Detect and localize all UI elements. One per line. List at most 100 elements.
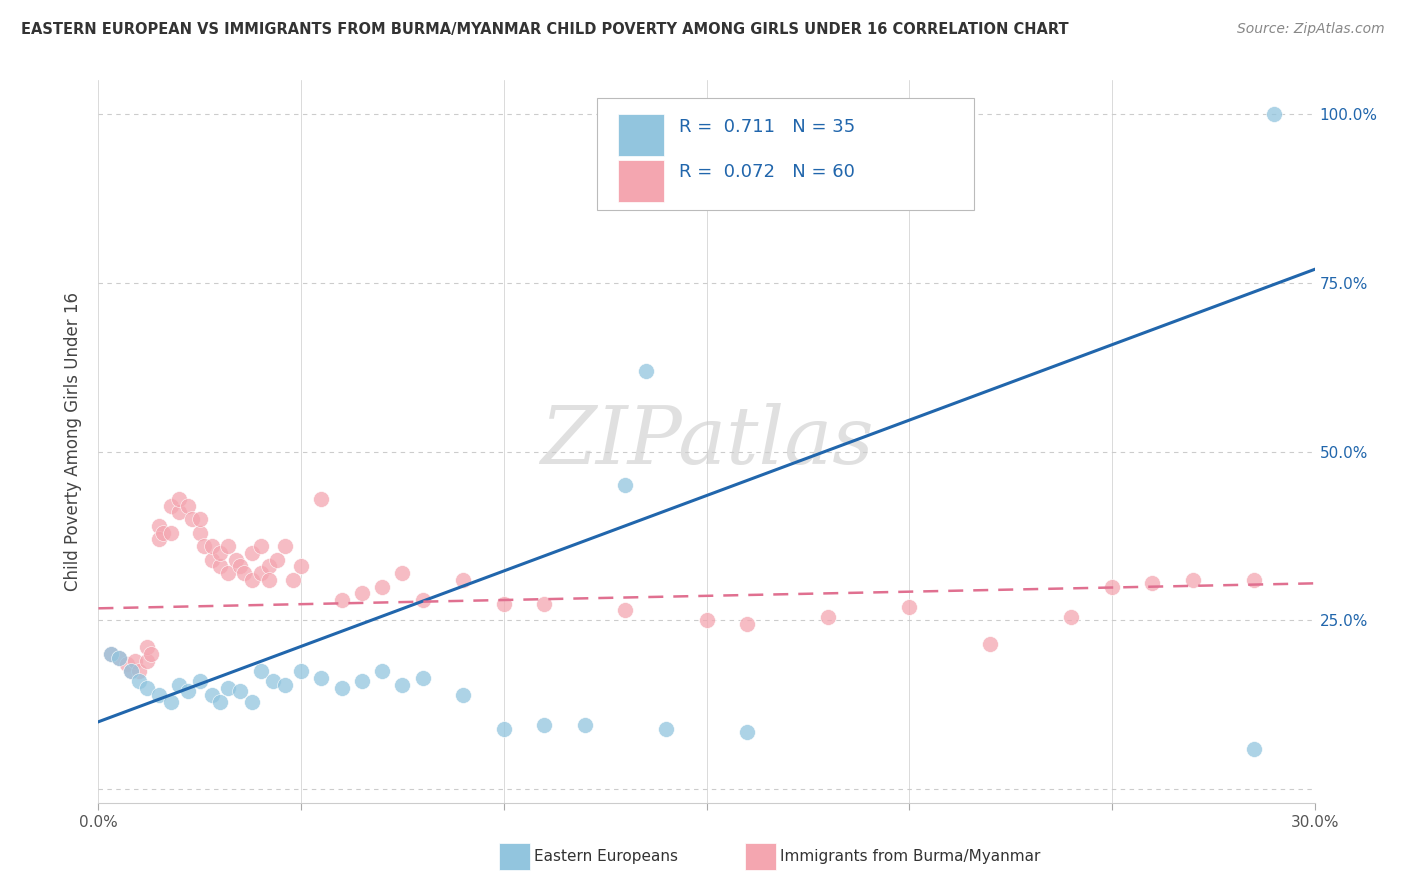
Point: [107, 650, 129, 665]
Point: [391, 678, 413, 692]
Point: [311, 491, 333, 506]
Point: [107, 650, 129, 665]
Point: [229, 684, 252, 698]
Point: [242, 573, 264, 587]
Point: [176, 499, 198, 513]
Point: [188, 525, 211, 540]
Point: [136, 681, 159, 695]
Point: [574, 718, 596, 732]
Point: [209, 694, 232, 708]
Point: [209, 546, 232, 560]
Point: [176, 684, 198, 698]
Point: [180, 512, 202, 526]
Point: [148, 519, 170, 533]
Point: [614, 478, 637, 492]
Point: [412, 593, 434, 607]
Point: [209, 559, 232, 574]
Point: [217, 566, 239, 581]
Point: [817, 610, 839, 624]
Point: [614, 603, 637, 617]
Point: [242, 546, 264, 560]
Point: [169, 505, 191, 519]
Point: [193, 539, 215, 553]
Point: [1142, 576, 1164, 591]
Point: [201, 552, 224, 566]
Point: [217, 539, 239, 553]
Point: [492, 597, 515, 611]
Text: Source: ZipAtlas.com: Source: ZipAtlas.com: [1237, 22, 1385, 37]
Point: [453, 688, 475, 702]
Text: EASTERN EUROPEAN VS IMMIGRANTS FROM BURMA/MYANMAR CHILD POVERTY AMONG GIRLS UNDE: EASTERN EUROPEAN VS IMMIGRANTS FROM BURM…: [21, 22, 1069, 37]
Point: [266, 552, 288, 566]
Point: [735, 616, 758, 631]
Point: [148, 688, 170, 702]
Point: [249, 664, 271, 678]
Point: [1243, 741, 1265, 756]
Point: [152, 525, 174, 540]
Point: [492, 722, 515, 736]
FancyBboxPatch shape: [598, 98, 974, 211]
Point: [898, 599, 921, 614]
Text: R =  0.711   N = 35: R = 0.711 N = 35: [679, 118, 855, 136]
Bar: [617, 114, 664, 156]
Point: [242, 694, 264, 708]
Bar: [617, 160, 664, 202]
Point: [136, 654, 159, 668]
Point: [160, 499, 183, 513]
Point: [120, 664, 142, 678]
Point: [1263, 107, 1285, 121]
Point: [100, 647, 122, 661]
Point: [160, 694, 183, 708]
Point: [136, 640, 159, 655]
Point: [290, 559, 312, 574]
Point: [257, 559, 280, 574]
Point: [533, 597, 555, 611]
Text: ZIPatlas: ZIPatlas: [540, 403, 873, 480]
Point: [371, 580, 394, 594]
Text: Eastern Europeans: Eastern Europeans: [534, 849, 678, 863]
Point: [330, 593, 353, 607]
Point: [217, 681, 239, 695]
Point: [453, 573, 475, 587]
Point: [233, 566, 256, 581]
Point: [249, 539, 271, 553]
Point: [225, 552, 247, 566]
Point: [1101, 580, 1123, 594]
Text: R =  0.072   N = 60: R = 0.072 N = 60: [679, 163, 855, 181]
Point: [249, 566, 271, 581]
Point: [128, 664, 150, 678]
Point: [371, 664, 394, 678]
Point: [229, 559, 252, 574]
Point: [281, 573, 304, 587]
Point: [735, 725, 758, 739]
Point: [311, 671, 333, 685]
Point: [330, 681, 353, 695]
Point: [128, 674, 150, 689]
Point: [1243, 573, 1265, 587]
Point: [533, 718, 555, 732]
Point: [634, 364, 657, 378]
Point: [274, 539, 297, 553]
Point: [201, 688, 224, 702]
Point: [257, 573, 280, 587]
Point: [124, 654, 146, 668]
Point: [139, 647, 162, 661]
Point: [115, 657, 138, 672]
Point: [169, 491, 191, 506]
Point: [201, 539, 224, 553]
Text: Immigrants from Burma/Myanmar: Immigrants from Burma/Myanmar: [780, 849, 1040, 863]
Point: [290, 664, 312, 678]
Point: [274, 678, 297, 692]
Point: [1060, 610, 1083, 624]
Point: [169, 678, 191, 692]
Y-axis label: Child Poverty Among Girls Under 16: Child Poverty Among Girls Under 16: [65, 292, 83, 591]
Point: [696, 614, 718, 628]
Point: [148, 533, 170, 547]
Point: [262, 674, 284, 689]
Point: [391, 566, 413, 581]
Point: [1182, 573, 1205, 587]
Point: [979, 637, 1001, 651]
Point: [188, 674, 211, 689]
Point: [160, 525, 183, 540]
Point: [188, 512, 211, 526]
